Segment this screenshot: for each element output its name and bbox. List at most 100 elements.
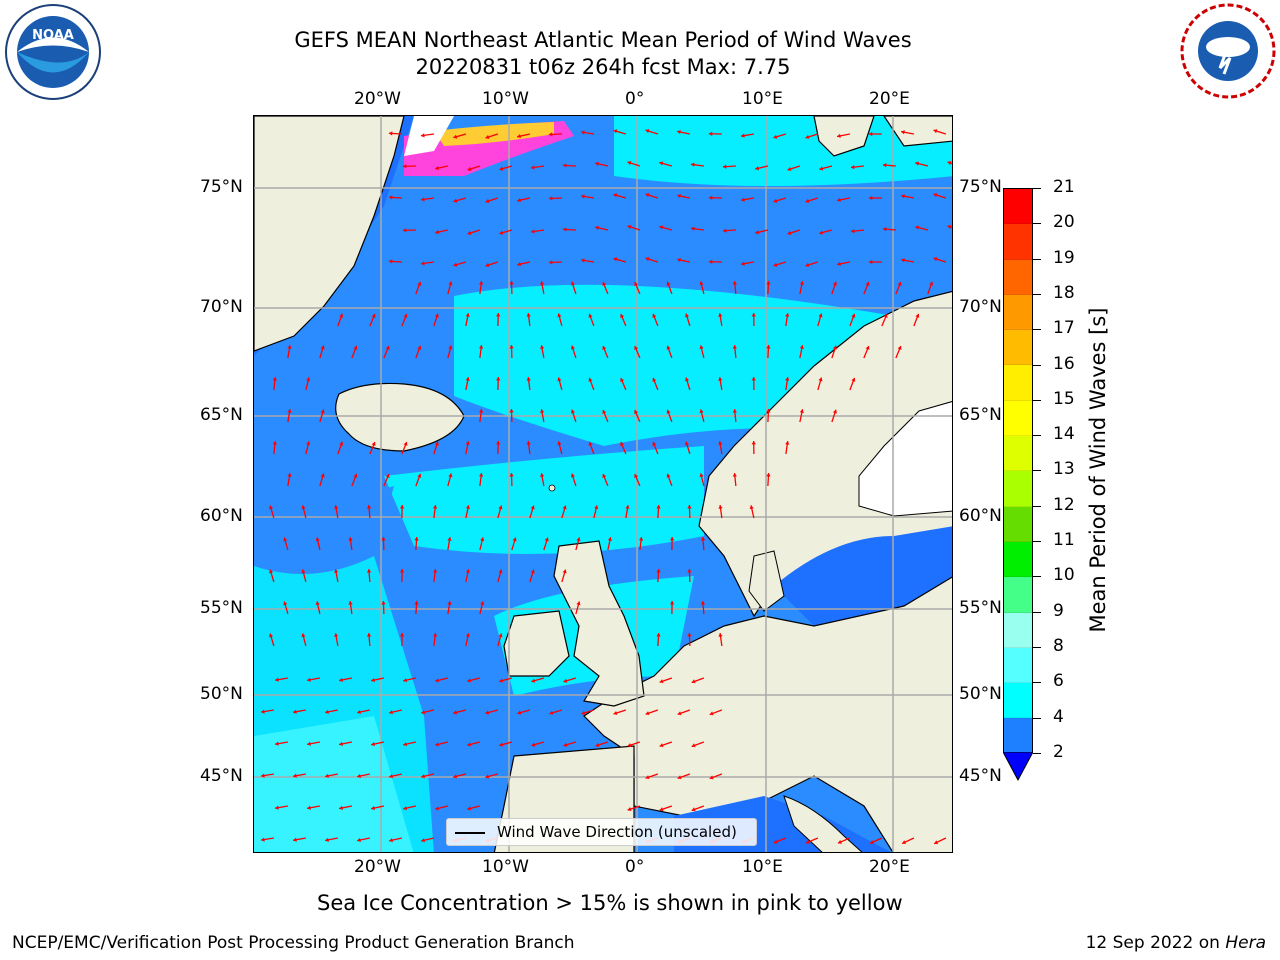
wind-wave-arrowhead: [517, 133, 521, 139]
lat-label-left-75n: 75°N: [200, 177, 243, 197]
wind-wave-arrowhead: [749, 505, 754, 510]
colorbar-tick-label: 18: [1053, 282, 1075, 303]
wind-wave-arrowhead: [269, 505, 274, 510]
colorbar-segment: [1004, 330, 1032, 366]
wind-wave-arrowhead: [652, 377, 657, 382]
wind-wave-arrowhead: [306, 441, 311, 446]
wind-wave-arrowhead: [868, 259, 873, 265]
wind-wave-arrowhead: [478, 281, 484, 285]
wind-wave-arrowhead: [420, 133, 425, 138]
wind-wave-arrowhead: [787, 230, 792, 236]
colorbar-tick-mark: [1033, 752, 1041, 754]
map-canvas: [254, 116, 952, 852]
wind-wave-arrowhead: [509, 473, 514, 477]
wind-wave-arrowhead: [837, 261, 841, 266]
wind-wave-arrowhead: [595, 225, 599, 230]
lon-label-bottom-10w: 10°W: [482, 857, 529, 877]
wind-wave-arrowhead: [751, 441, 756, 445]
wind-wave-arrowhead: [699, 281, 704, 286]
wind-wave-arrowhead: [563, 742, 568, 747]
wind-wave-arrowhead: [818, 313, 823, 318]
wind-wave-arrowhead: [399, 569, 405, 573]
colorbar-tick-label: 12: [1053, 494, 1075, 515]
wind-wave-arrowhead: [773, 134, 778, 139]
wind-wave-arrowhead: [799, 345, 804, 350]
wind-wave-arrowhead: [699, 473, 704, 478]
wind-wave-arrowhead: [634, 474, 639, 478]
wind-wave-arrowhead: [722, 164, 727, 169]
colorbar-segment: [1004, 541, 1032, 578]
wind-wave-arrowhead: [865, 281, 870, 286]
wind-wave-arrowhead: [588, 441, 593, 446]
lon-label-top-20w: 20°W: [354, 89, 401, 109]
wind-wave-arrowhead: [283, 601, 288, 606]
wind-wave-arrowhead: [799, 409, 804, 414]
wind-wave-arrowhead: [381, 601, 386, 605]
wind-wave-arrowhead: [447, 601, 452, 605]
wind-wave-arrowhead: [645, 129, 650, 134]
nws-logo: [1178, 2, 1278, 104]
wind-wave-arrowhead: [897, 345, 902, 350]
colorbar-tick-label: 9: [1053, 600, 1064, 621]
wind-wave-arrowhead: [850, 228, 855, 234]
wind-wave-arrowhead: [417, 281, 422, 286]
wind-wave-arrowhead: [691, 743, 696, 748]
wind-wave-arrowhead: [897, 281, 902, 286]
wind-wave-arrowhead: [403, 678, 407, 683]
colorbar-segment: [1004, 400, 1032, 437]
wind-wave-arrowhead: [620, 378, 625, 382]
colorbar-tick-label: 11: [1053, 530, 1075, 550]
lat-label-right-75n: 75°N: [959, 177, 1002, 197]
svg-text:NOAA: NOAA: [32, 28, 74, 43]
wind-wave-arrowhead: [685, 441, 690, 446]
wind-wave-arrowhead: [581, 194, 585, 199]
wind-wave-arrowhead: [901, 258, 905, 263]
wind-wave-arrowhead: [539, 409, 545, 413]
wind-wave-arrowhead: [677, 257, 681, 263]
wind-wave-arrowhead: [465, 441, 470, 445]
wind-wave-arrowhead: [851, 313, 856, 318]
wind-wave-arrowhead: [499, 230, 504, 235]
wind-wave-arrowhead: [539, 473, 545, 477]
wind-wave-arrowhead: [548, 132, 553, 137]
wind-wave-arrowhead: [498, 633, 503, 638]
wind-wave-arrowhead: [625, 505, 630, 509]
wind-wave-arrowhead: [901, 194, 905, 199]
colorbar-segment: [1004, 436, 1032, 472]
wind-wave-arrowhead: [334, 633, 339, 637]
wind-wave-arrowhead: [837, 133, 841, 138]
wind-wave-arrowhead: [690, 226, 695, 231]
wind-wave-arrowhead: [499, 678, 504, 683]
wind-wave-arrowhead: [399, 505, 405, 509]
lat-label-left-65n: 65°N: [200, 405, 243, 425]
wind-wave-arrowhead: [357, 837, 361, 843]
wind-wave-arrowhead: [785, 441, 790, 445]
wind-wave-arrowhead: [485, 774, 490, 779]
wind-wave-arrowhead: [659, 161, 664, 166]
wind-wave-arrowhead: [517, 261, 521, 267]
wind-wave-arrowhead: [634, 346, 639, 350]
wind-wave-arrowhead: [557, 313, 562, 318]
wind-wave-arrowhead: [403, 313, 408, 318]
colorbar-tick-mark: [1033, 399, 1041, 401]
wind-wave-arrowhead: [915, 161, 920, 166]
wind-wave-arrowhead: [751, 313, 756, 317]
wind-wave-arrowhead: [613, 710, 618, 716]
wind-wave-arrowhead: [700, 601, 706, 605]
wind-wave-arrowhead: [634, 282, 639, 286]
colorbar-segment: [1004, 683, 1032, 719]
wind-wave-arrowhead: [261, 837, 265, 842]
wind-wave-arrowhead: [708, 131, 713, 136]
wind-wave-arrowhead: [576, 601, 581, 606]
wind-wave-arrowhead: [531, 229, 535, 234]
wind-wave-arrowhead: [485, 134, 490, 139]
wind-wave-arrowhead: [453, 198, 458, 203]
colorbar-segment: [1004, 647, 1032, 684]
colorbar-tick-label: 2: [1053, 741, 1064, 762]
wind-wave-arrowhead: [339, 441, 344, 446]
wind-wave-arrowhead: [708, 259, 713, 264]
wind-wave-arrowhead: [773, 198, 778, 203]
wind-wave-arrowhead: [613, 193, 618, 198]
wind-wave-arrowhead: [435, 165, 439, 171]
wind-wave-arrowhead: [882, 163, 887, 168]
